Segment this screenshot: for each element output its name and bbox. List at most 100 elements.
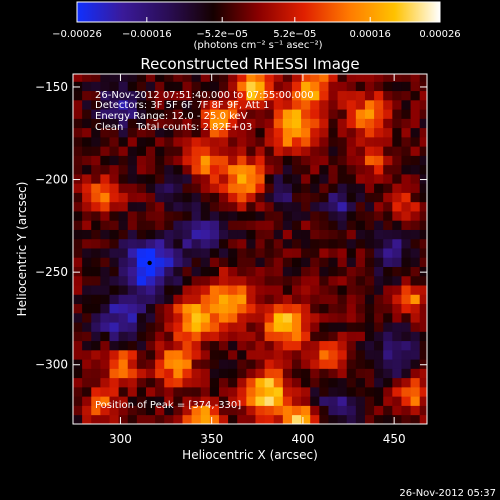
heatmap-cell — [118, 322, 129, 332]
heatmap-cell — [264, 81, 275, 92]
heatmap-cell — [127, 340, 138, 351]
heatmap-cell — [355, 183, 366, 193]
heatmap-cell — [337, 109, 348, 119]
heatmap-cell — [264, 183, 275, 193]
heatmap-cell — [228, 266, 238, 277]
heatmap-cell — [164, 192, 174, 203]
heatmap-cell — [118, 377, 129, 388]
heatmap-cell — [310, 294, 320, 305]
heatmap-cell — [255, 81, 265, 92]
heatmap-cell — [392, 109, 402, 119]
heatmap-cell — [319, 109, 329, 119]
heatmap-cell — [118, 238, 129, 249]
heatmap-cell — [328, 349, 338, 360]
heatmap-cell — [337, 294, 348, 305]
heatmap-cell — [346, 211, 357, 221]
heatmap-cell — [337, 331, 348, 342]
heatmap-cell — [346, 396, 357, 406]
heatmap-cell — [273, 211, 284, 221]
heatmap-cell — [136, 109, 147, 119]
heatmap-cell — [73, 174, 83, 184]
heatmap-cell — [282, 99, 293, 110]
heatmap-cell — [82, 405, 92, 416]
heatmap-cell — [364, 164, 375, 175]
heatmap-cell — [218, 183, 229, 193]
heatmap-cell — [273, 349, 284, 360]
heatmap-cell — [410, 294, 421, 305]
heatmap-cell — [392, 238, 402, 249]
heatmap-cell — [200, 201, 211, 212]
annotation-peak-position: Position of Peak = [374,-330] — [95, 400, 241, 411]
heatmap-cell — [301, 118, 311, 129]
heatmap-cell — [237, 74, 247, 82]
heatmap-cell — [209, 303, 220, 314]
heatmap-cell — [301, 294, 311, 305]
heatmap-cell — [319, 174, 329, 184]
heatmap-cell — [410, 275, 421, 286]
heatmap-cell — [273, 414, 284, 425]
heatmap-cell — [355, 340, 366, 351]
heatmap-cell — [200, 405, 211, 416]
heatmap-cell — [282, 211, 293, 221]
heatmap-cell — [410, 99, 421, 110]
heatmap-cell — [346, 377, 357, 388]
heatmap-cell — [392, 174, 402, 184]
heatmap-cell — [255, 136, 265, 147]
heatmap-cell — [301, 127, 311, 138]
heatmap-cell — [127, 359, 138, 369]
heatmap-cell — [91, 155, 101, 166]
heatmap-cell — [118, 266, 129, 277]
heatmap-cell — [255, 220, 265, 230]
heatmap-cell — [419, 312, 428, 323]
heatmap-cell — [255, 359, 265, 369]
heatmap-cell — [291, 396, 302, 406]
heatmap-cell — [164, 340, 174, 351]
heatmap-cell — [301, 368, 311, 379]
heatmap-cell — [301, 405, 311, 416]
heatmap-cell — [109, 396, 120, 406]
heatmap-cell — [200, 377, 211, 388]
heatmap-cell — [401, 81, 411, 92]
heatmap-cell — [73, 377, 83, 388]
heatmap-cell — [273, 312, 284, 323]
colorbar-ticks: −0.00026 −0.00016 −5.2e−05 5.2e−05 0.00016 0.… — [52, 17, 461, 40]
heatmap-cell — [237, 275, 247, 286]
heatmap-cell — [419, 136, 428, 147]
heatmap-cell — [273, 118, 284, 129]
heatmap-cell — [237, 349, 247, 360]
heatmap-cell — [374, 229, 384, 240]
heatmap-cell — [218, 414, 229, 425]
heatmap-cell — [264, 414, 275, 425]
heatmap-cell — [228, 312, 238, 323]
heatmap-cell — [136, 359, 147, 369]
heatmap-cell — [346, 414, 357, 425]
heatmap-cell — [237, 322, 247, 332]
heatmap-cell — [218, 238, 229, 249]
heatmap-cell — [136, 174, 147, 184]
heatmap-cell — [127, 90, 138, 101]
heatmap-cell — [218, 109, 229, 119]
heatmap-cell — [291, 81, 302, 92]
heatmap-cell — [346, 340, 357, 351]
heatmap-cell — [91, 192, 101, 203]
heatmap-cell — [301, 377, 311, 388]
heatmap-cell — [301, 396, 311, 406]
heatmap-cell — [91, 118, 101, 129]
heatmap-cell — [173, 312, 183, 323]
heatmap-cell — [291, 155, 302, 166]
heatmap-cell — [246, 136, 256, 147]
heatmap-cell — [191, 90, 202, 101]
heatmap-cell — [410, 248, 421, 258]
heatmap-cell — [164, 238, 174, 249]
heatmap-cell — [109, 414, 120, 425]
heatmap-cell — [255, 74, 265, 82]
heatmap-cell — [136, 312, 147, 323]
heatmap-cell — [383, 81, 393, 92]
heatmap-cell — [355, 74, 366, 82]
heatmap-cell — [273, 396, 284, 406]
heatmap-cell — [127, 377, 138, 388]
heatmap-cell — [82, 285, 92, 295]
heatmap-cell — [337, 136, 348, 147]
heatmap-cell — [374, 396, 384, 406]
heatmap-cell — [145, 211, 156, 221]
